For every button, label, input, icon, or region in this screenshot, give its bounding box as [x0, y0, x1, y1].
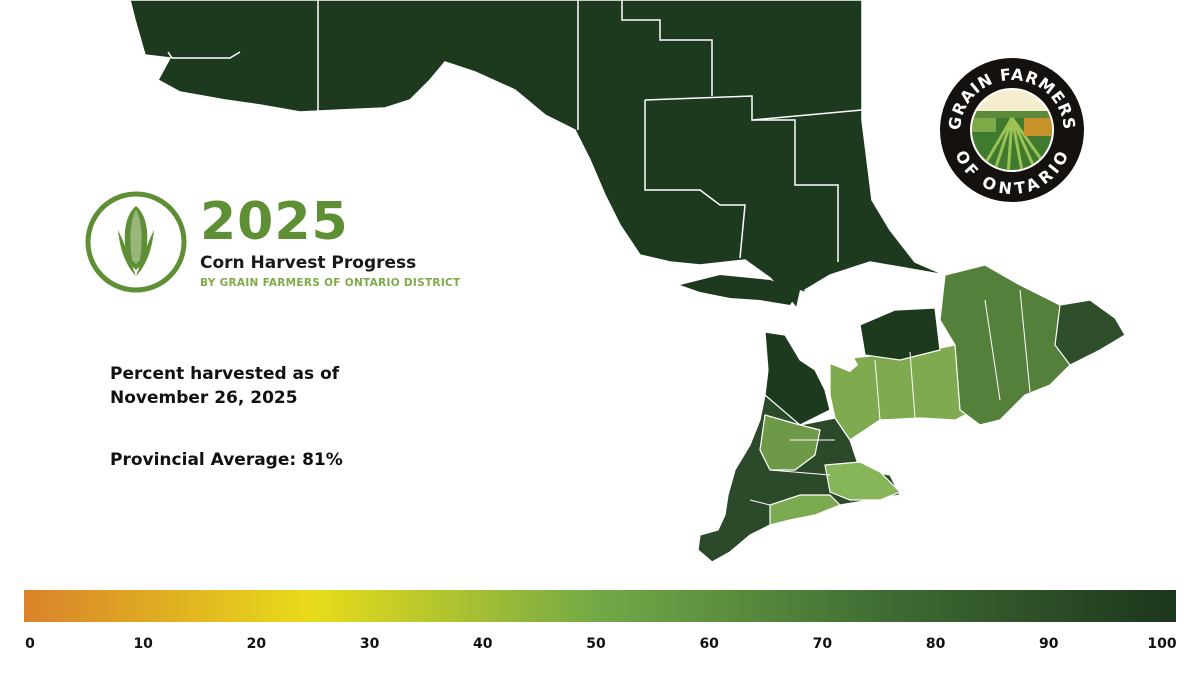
legend-tick-100: 100 [1147, 636, 1177, 652]
year-title: 2025 [200, 192, 349, 252]
map-region-huron [759, 414, 821, 471]
legend-gradient-bar [24, 590, 1176, 622]
legend-tick-0: 0 [25, 636, 35, 652]
provincial-average: Provincial Average: 81% [110, 450, 343, 470]
legend-tick-80: 80 [925, 636, 946, 652]
legend-tick-70: 70 [812, 636, 833, 652]
grain-farmers-logo: GRAIN FARMERS OF ONTARIO [940, 58, 1084, 202]
legend-tick-50: 50 [586, 636, 606, 652]
map-region-eastern-dark [1054, 299, 1126, 366]
legend-ticks: 0 10 20 30 40 50 60 70 80 90 100 [0, 636, 1200, 660]
map-byline: BY GRAIN FARMERS OF ONTARIO DISTRICT [200, 277, 461, 289]
map-southern-boundaries [749, 289, 1031, 506]
map-region-northern [129, 0, 946, 366]
as-of-date: Percent harvested as of November 26, 202… [110, 362, 430, 410]
map-manitoulin [680, 275, 800, 305]
map-georgian-bay [795, 290, 858, 372]
as-of-line-1: Percent harvested as of [110, 364, 340, 384]
map-northern-boundaries [167, 0, 863, 262]
map-bruce-peninsula [764, 331, 831, 426]
legend-tick-90: 90 [1039, 636, 1059, 652]
legend-tick-10: 10 [133, 636, 153, 652]
map-region-muskoka [859, 307, 941, 361]
legend-tick-20: 20 [246, 636, 267, 652]
map-region-niagara [824, 461, 902, 501]
legend-tick-60: 60 [699, 636, 719, 652]
legend-tick-30: 30 [359, 636, 380, 652]
map-region-lakeerie [769, 494, 842, 526]
corn-icon [85, 191, 187, 293]
map-subtitle: Corn Harvest Progress [200, 253, 417, 273]
as-of-line-2: November 26, 2025 [110, 388, 298, 408]
legend-tick-40: 40 [473, 636, 493, 652]
